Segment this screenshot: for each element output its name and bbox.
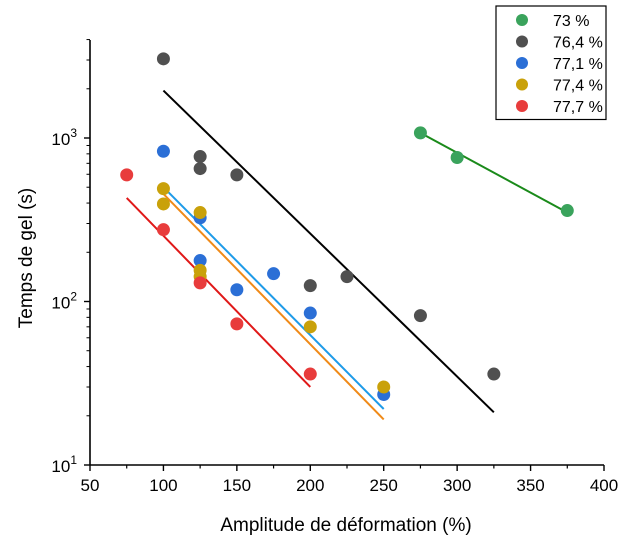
legend-label: 77,4 %	[553, 78, 603, 95]
data-point	[120, 168, 134, 182]
legend-marker	[516, 14, 528, 26]
data-point	[267, 267, 281, 281]
data-point	[560, 204, 574, 218]
x-tick-label: 350	[516, 476, 544, 495]
data-point	[413, 309, 427, 323]
data-point	[303, 367, 317, 381]
data-point	[340, 270, 354, 284]
data-point	[303, 279, 317, 293]
y-tick-label: 103	[51, 126, 77, 149]
data-point	[193, 254, 207, 268]
data-point	[156, 197, 170, 211]
x-tick-label: 200	[296, 476, 324, 495]
data-point	[230, 168, 244, 182]
legend-marker	[516, 78, 528, 91]
data-point	[156, 52, 170, 66]
data-point	[230, 317, 244, 331]
x-tick-label: 250	[370, 476, 398, 495]
data-point	[303, 306, 317, 320]
legend: 73 % 76,4 % 77,1 % 77,4 % 77,7 %	[495, 5, 607, 121]
data-point	[413, 126, 427, 140]
legend-marker	[516, 57, 528, 69]
data-point	[156, 223, 170, 237]
fit-line	[125, 197, 312, 388]
data-point	[156, 182, 170, 196]
x-tick-label: 50	[81, 476, 100, 495]
axes: 50 100 150 200 250 300 350 400 101 102 103	[51, 39, 618, 495]
data-point	[193, 150, 207, 164]
y-tick-label: 102	[51, 290, 77, 313]
data-point	[156, 144, 170, 158]
legend-label: 73 %	[553, 13, 589, 30]
y-tick-label: 101	[51, 453, 77, 476]
data-point	[193, 206, 207, 220]
data-point	[450, 150, 464, 164]
legend-label: 77,7 %	[553, 99, 603, 116]
legend-marker	[516, 100, 528, 112]
legend-box	[495, 5, 607, 121]
fit-line	[162, 89, 495, 414]
x-tick-label: 150	[223, 476, 251, 495]
plot-area	[120, 52, 574, 421]
data-point	[193, 162, 207, 176]
legend-label: 76,4 %	[553, 35, 603, 52]
fit-line	[419, 131, 568, 214]
data-point	[377, 380, 391, 394]
x-tick-label: 300	[443, 476, 471, 495]
x-tick-label: 400	[590, 476, 618, 495]
data-point	[230, 283, 244, 297]
y-axis-title: Temps de gel (s)	[16, 188, 37, 328]
legend-label: 77,1 %	[553, 56, 603, 73]
data-point	[487, 367, 501, 381]
x-tick-label: 100	[149, 476, 177, 495]
data-point	[193, 276, 207, 290]
legend-marker	[516, 35, 528, 48]
fit-line	[162, 193, 385, 421]
data-point	[303, 320, 317, 334]
x-axis-title: Amplitude de déformation (%)	[220, 515, 471, 536]
